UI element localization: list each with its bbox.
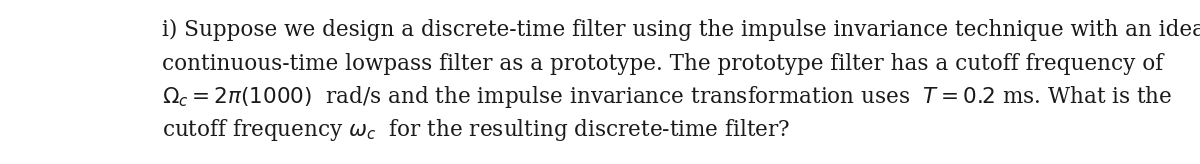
Text: $\Omega_c = 2\pi(1000)$  rad/s and the impulse invariance transformation uses  $: $\Omega_c = 2\pi(1000)$ rad/s and the im… (162, 84, 1172, 110)
Text: continuous-time lowpass filter as a prototype. The prototype filter has a cutoff: continuous-time lowpass filter as a prot… (162, 52, 1163, 75)
Text: i) Suppose we design a discrete-time filter using the impulse invariance techniq: i) Suppose we design a discrete-time fil… (162, 19, 1200, 41)
Text: cutoff frequency $\omega_c$  for the resulting discrete-time filter?: cutoff frequency $\omega_c$ for the resu… (162, 117, 791, 144)
